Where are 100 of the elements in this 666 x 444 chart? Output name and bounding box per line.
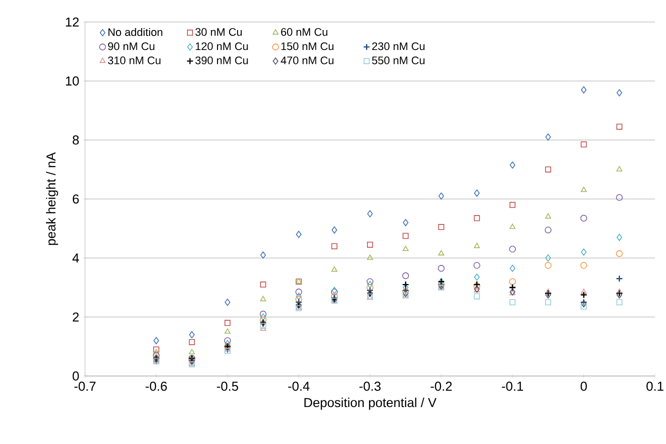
point: [295, 288, 302, 296]
point: [616, 234, 622, 241]
point: [544, 262, 552, 269]
y-tick-label: 4: [72, 254, 79, 262]
point: [260, 313, 266, 321]
point: [224, 337, 231, 344]
point: [616, 89, 622, 96]
y-tick-label: 10: [66, 76, 79, 86]
x-tick-label: -0.4: [288, 382, 310, 391]
point: [616, 166, 622, 172]
point: [153, 346, 160, 352]
point: [438, 250, 444, 256]
point: [366, 284, 374, 291]
point: [580, 141, 587, 148]
legend-label: 150 nM Cu: [281, 42, 334, 50]
x-tick-label: 0.1: [646, 382, 664, 391]
point: [580, 186, 587, 192]
legend-label: 470 nM Cu: [280, 56, 334, 64]
point: [260, 282, 266, 288]
point: [438, 224, 444, 230]
point: [224, 328, 230, 334]
point: [510, 264, 516, 272]
point: [580, 248, 587, 256]
legend-label: 60 nM Cu: [281, 28, 328, 36]
point: [260, 316, 267, 324]
point: [545, 133, 551, 141]
point: [188, 339, 195, 346]
legend-label: 550 nM Cu: [372, 56, 424, 64]
point: [580, 262, 588, 269]
x-tick-label: -0.7: [74, 382, 96, 391]
point: [580, 288, 587, 294]
point: [188, 349, 195, 354]
y-tick-label: 0: [72, 371, 79, 381]
point: [402, 246, 409, 252]
point: [260, 296, 266, 302]
legend-label: No addition: [108, 28, 162, 36]
point: [616, 124, 622, 130]
point: [616, 275, 623, 282]
point: [367, 280, 373, 288]
point: [224, 320, 230, 326]
x-tick-label: -0.6: [146, 382, 167, 391]
point: [509, 278, 516, 285]
x-tick-label: -0.3: [359, 382, 381, 391]
point: [580, 304, 587, 310]
y-tick-label: 2: [72, 312, 79, 322]
point: [296, 230, 302, 238]
x-axis-title: Deposition potential / V: [304, 398, 437, 410]
point: [367, 210, 373, 218]
point: [545, 299, 552, 306]
point: [438, 192, 444, 200]
point: [474, 274, 480, 281]
point: [474, 215, 480, 222]
legend-label: 90 nM Cu: [108, 42, 154, 50]
point: [616, 288, 622, 294]
point: [545, 166, 552, 172]
point: [366, 278, 374, 285]
y-tick-label: 6: [72, 194, 79, 204]
legend-label: 310 nM Cu: [108, 56, 160, 64]
point: [510, 224, 516, 229]
point: [544, 226, 552, 234]
point: [153, 337, 160, 344]
legend-label: 120 nM Cu: [196, 42, 248, 50]
point: [402, 232, 409, 239]
point: [545, 288, 552, 294]
point: [510, 299, 516, 306]
legend-label: 30 nM Cu: [195, 28, 242, 36]
y-axis-title: peak height / nA: [46, 152, 58, 245]
point: [189, 331, 195, 338]
point: [153, 349, 160, 354]
point: [580, 86, 587, 94]
point: [474, 190, 480, 197]
point: [473, 262, 480, 269]
point: [402, 280, 410, 288]
point: [510, 161, 516, 169]
point: [367, 242, 373, 248]
legend-label: 230 nM Cu: [372, 42, 424, 50]
point: [332, 226, 338, 234]
legend-label: 390 nM Cu: [195, 56, 248, 64]
point: [545, 213, 552, 219]
point: [224, 298, 230, 306]
point: [510, 202, 516, 208]
point: [509, 246, 516, 253]
point: [296, 292, 302, 300]
point: [474, 242, 480, 248]
x-tick-label: 0: [580, 382, 587, 391]
point: [474, 293, 480, 300]
point: [616, 194, 623, 201]
x-tick-label: -0.1: [502, 382, 524, 391]
point: [331, 243, 338, 250]
point: [580, 214, 588, 222]
point: [260, 310, 267, 318]
x-tick-label: -0.2: [430, 382, 452, 391]
point: [367, 254, 373, 260]
point: [545, 254, 551, 262]
point: [580, 291, 588, 298]
point: [438, 264, 445, 272]
point: [402, 272, 410, 280]
y-tick-label: 8: [72, 135, 79, 145]
point: [616, 250, 623, 257]
point: [260, 251, 266, 259]
